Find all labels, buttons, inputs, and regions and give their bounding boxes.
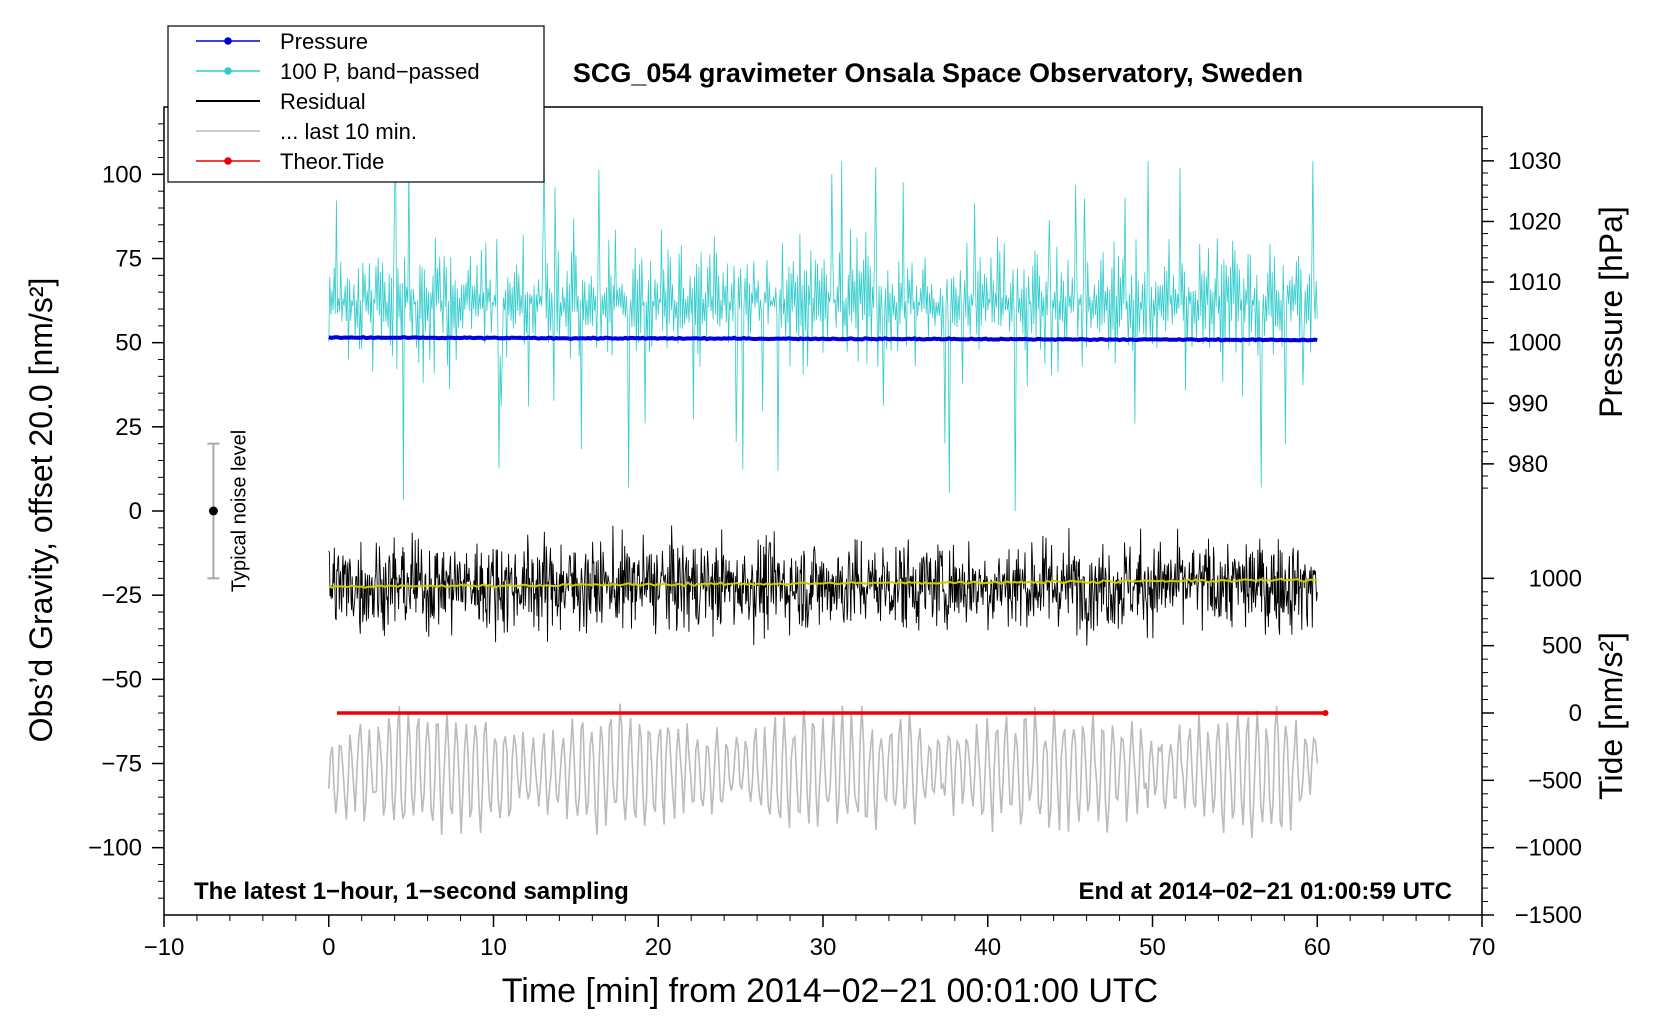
legend-label: Theor.Tide: [280, 149, 384, 174]
left-tick-label: −50: [101, 666, 142, 693]
left-tick-label: 100: [102, 161, 142, 188]
plot-frame: [163, 106, 1483, 916]
legend: Pressure 100 P, band−passed Residual ... la…: [167, 25, 545, 183]
tide-tick-label: −1500: [1515, 902, 1582, 929]
pressure-tick-label: 1030: [1508, 148, 1561, 175]
x-tick-label: 40: [974, 934, 1001, 961]
annotation-end-time: End at 2014−02−21 01:00:59 UTC: [1078, 878, 1452, 905]
axes-layer: −10 0 10 20 30 40 50 60 701007550250−25−50−75−10…: [88, 123, 1582, 961]
legend-label: Residual: [280, 89, 366, 114]
x-tick-label: 70: [1469, 934, 1496, 961]
pressure-tick-label: 1010: [1508, 269, 1561, 296]
chart-title: SCG_054 gravimeter Onsala Space Observat…: [573, 58, 1303, 88]
data-layer: [328, 160, 1329, 838]
tide-tick-label: 1000: [1529, 565, 1582, 592]
x-tick-label: −10: [144, 934, 185, 961]
x-tick-label: 0: [322, 934, 335, 961]
left-axis-label: Obs’d Gravity, offset 20.0 [nm/s²]: [23, 278, 59, 743]
series-pressure-line: [328, 334, 1318, 343]
series-last-10-min-line: [328, 703, 1319, 838]
pressure-tick-label: 1000: [1508, 330, 1561, 357]
noise-bar: Typical noise level: [207, 430, 250, 592]
noise-bar-center-dot: [208, 506, 218, 516]
legend-swatch-marker: [224, 157, 232, 165]
x-tick-label: 50: [1139, 934, 1166, 961]
tide-tick-label: −500: [1528, 767, 1582, 794]
pressure-tick-label: 1020: [1508, 208, 1561, 235]
pressure-axis-label: Pressure [hPa]: [1593, 206, 1629, 418]
x-axis-label: Time [min] from 2014−02−21 00:01:00 UTC: [502, 972, 1158, 1010]
series-theor-tide-end-point: [1322, 710, 1329, 716]
left-tick-label: 75: [115, 246, 142, 273]
tide-tick-label: 500: [1542, 633, 1582, 660]
left-tick-label: 50: [115, 330, 142, 357]
legend-label: Pressure: [280, 29, 368, 54]
pressure-tick-label: 980: [1508, 451, 1548, 478]
left-tick-label: 25: [115, 414, 142, 441]
legend-box: [167, 25, 545, 183]
x-tick-label: 30: [810, 934, 837, 961]
tide-axis-label: Tide [nm/s²]: [1593, 632, 1629, 800]
x-tick-label: 10: [480, 934, 507, 961]
pressure-tick-label: 990: [1508, 390, 1548, 417]
tide-tick-label: −1000: [1515, 835, 1582, 862]
tide-tick-label: 0: [1569, 700, 1582, 727]
left-tick-label: −25: [101, 582, 142, 609]
series-residual-line: [328, 525, 1318, 646]
left-tick-label: 0: [129, 498, 142, 525]
x-tick-label: 20: [645, 934, 672, 961]
noise-bar-label: Typical noise level: [228, 430, 250, 592]
series-band-passed-pressure-line: [328, 160, 1318, 512]
legend-swatch-marker: [224, 67, 232, 75]
series-residual-mean-line: [328, 577, 1318, 589]
annotation-sampling: The latest 1−hour, 1−second sampling: [194, 878, 629, 905]
legend-swatch-marker: [224, 37, 232, 45]
legend-label: ... last 10 min.: [280, 119, 417, 144]
left-tick-label: −75: [101, 751, 142, 778]
x-tick-label: 60: [1304, 934, 1331, 961]
left-tick-label: −100: [88, 835, 142, 862]
legend-label: 100 P, band−passed: [280, 59, 480, 84]
